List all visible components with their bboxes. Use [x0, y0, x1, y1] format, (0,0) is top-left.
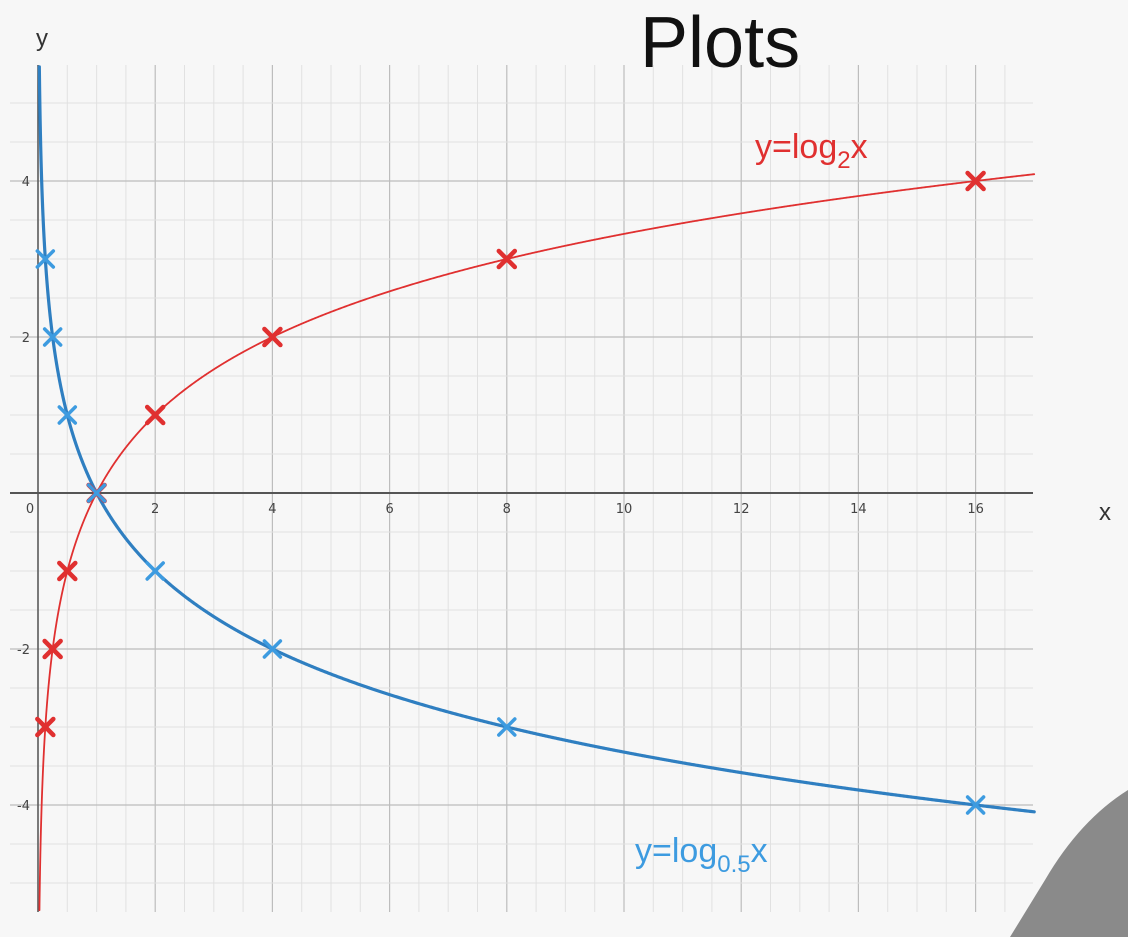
- x-tick-label: 0: [26, 502, 34, 517]
- data-point-marker: [497, 717, 517, 737]
- x-tick-label: 4: [268, 502, 276, 517]
- x-tick-label: 14: [850, 502, 867, 517]
- data-point-marker: [42, 327, 63, 347]
- data-point-marker: [35, 249, 56, 269]
- data-point-marker: [35, 716, 56, 738]
- chart-labels: x y y=log2x y=log0.5x: [36, 25, 1111, 878]
- marker-stroke: [86, 483, 107, 503]
- marker-stroke: [35, 249, 56, 269]
- presenter-silhouette: [1010, 790, 1128, 937]
- data-point-marker: [144, 404, 166, 426]
- y-tick-label: 4: [22, 175, 30, 190]
- marker-stroke: [496, 248, 518, 270]
- y-tick-label: -2: [17, 643, 30, 658]
- y-axis-label: y: [36, 25, 48, 52]
- series-label-log2: y=log2x: [755, 128, 868, 174]
- series-line-log05: [37, 65, 1036, 814]
- chart-axes: [10, 65, 1033, 912]
- series-line-log2: [38, 173, 1036, 912]
- x-tick-label: 12: [733, 502, 750, 517]
- data-point-marker: [57, 560, 78, 582]
- marker-stroke: [42, 327, 63, 347]
- x-tick-label: 8: [503, 502, 511, 517]
- data-point-marker: [57, 405, 78, 425]
- x-tick-label: 2: [151, 502, 159, 517]
- chart-grid: [10, 65, 1033, 912]
- data-point-marker: [262, 326, 283, 348]
- y-tick-label: 2: [22, 331, 30, 346]
- marker-stroke: [262, 639, 283, 659]
- data-point-marker: [145, 561, 165, 581]
- chart-markers: [35, 170, 986, 815]
- marker-stroke: [262, 326, 283, 348]
- data-point-marker: [496, 248, 518, 270]
- marker-stroke: [57, 405, 78, 425]
- marker-stroke: [144, 404, 166, 426]
- series-label-log05: y=log0.5x: [635, 832, 768, 878]
- marker-stroke: [497, 717, 517, 737]
- y-tick-label: -4: [17, 799, 30, 814]
- data-point-marker: [965, 795, 986, 815]
- chart-curves: [37, 65, 1036, 912]
- marker-stroke: [42, 638, 63, 660]
- x-axis-label: x: [1099, 499, 1111, 526]
- marker-stroke: [57, 560, 78, 582]
- x-tick-label: 10: [616, 502, 633, 517]
- x-tick-label: 16: [967, 502, 984, 517]
- marker-stroke: [145, 561, 165, 581]
- data-point-marker: [86, 483, 107, 503]
- marker-stroke: [965, 170, 986, 192]
- marker-stroke: [35, 716, 56, 738]
- marker-stroke: [965, 795, 986, 815]
- plot-title: Plots: [640, 3, 801, 83]
- chart-ticks: 0 2 4 6 8 10 12 14 16 -4 -2 2 4: [17, 175, 984, 814]
- data-point-marker: [42, 638, 63, 660]
- x-tick-label: 6: [385, 502, 393, 517]
- data-point-marker: [965, 170, 986, 192]
- data-point-marker: [262, 639, 283, 659]
